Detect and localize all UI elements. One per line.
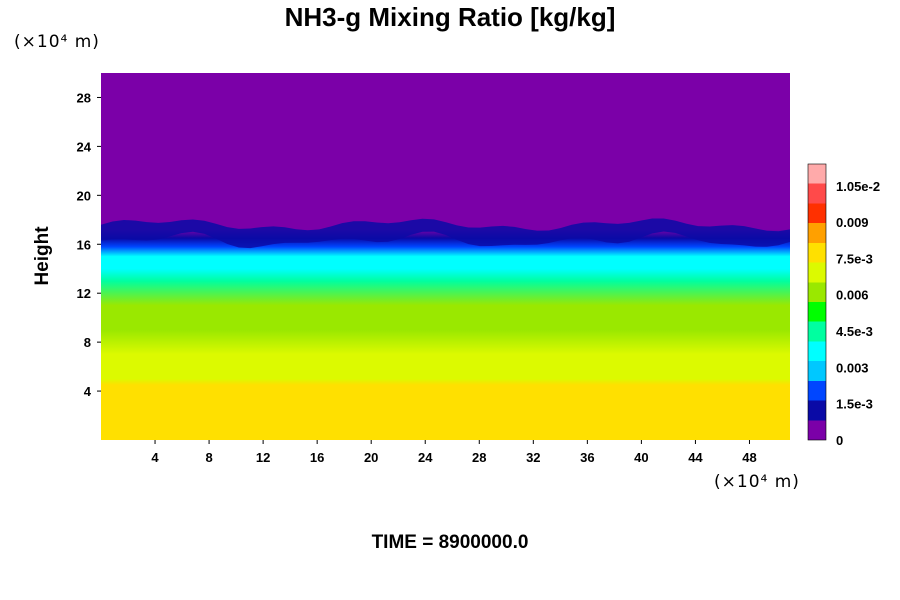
x-tick-label: 24 xyxy=(418,450,433,465)
y-tick-label: 16 xyxy=(77,237,91,252)
y-tick: 28 xyxy=(77,90,101,105)
colorbar-tick-label: 4.5e-3 xyxy=(836,324,873,339)
x-axis-unit: (×10⁴ m) xyxy=(714,472,800,492)
x-tick-label: 16 xyxy=(310,450,324,465)
x-tick-label: 28 xyxy=(472,450,486,465)
y-tick-label: 28 xyxy=(77,90,91,105)
boundary-layer-band xyxy=(101,218,790,249)
y-axis-ticks: 4 8 12 16 20 24 28 xyxy=(77,90,101,399)
y-tick: 24 xyxy=(77,139,101,154)
x-axis-ticks: 4 8 12 16 20 24 28 32 36 40 44 48 xyxy=(151,440,757,465)
x-tick: 24 xyxy=(418,440,433,465)
contour-field xyxy=(101,73,790,440)
colorbar-scale xyxy=(807,163,827,441)
x-tick: 12 xyxy=(256,440,270,465)
colorbar-tick-label: 1.5e-3 xyxy=(836,397,873,412)
y-tick: 4 xyxy=(84,384,101,399)
colorbar: 0 1.5e-3 0.003 4.5e-3 0.006 7.5e-3 0.009 1.05e-… xyxy=(807,163,880,448)
x-tick: 4 xyxy=(151,440,159,465)
x-tick: 40 xyxy=(634,440,649,465)
x-tick: 48 xyxy=(742,440,757,465)
x-tick-label: 40 xyxy=(634,450,648,465)
x-tick: 16 xyxy=(310,440,324,465)
colorbar-tick-label: 0.003 xyxy=(836,360,869,375)
x-tick-label: 8 xyxy=(205,450,212,465)
y-tick: 20 xyxy=(77,188,101,203)
y-tick: 8 xyxy=(84,335,101,350)
y-tick-label: 12 xyxy=(77,286,91,301)
x-tick: 36 xyxy=(580,440,595,465)
x-tick: 32 xyxy=(526,440,541,465)
x-tick-label: 12 xyxy=(256,450,270,465)
colorbar-tick-label: 7.5e-3 xyxy=(836,251,873,266)
chart-title: NH3-g Mixing Ratio [kg/kg] xyxy=(284,2,616,32)
time-annotation: TIME = 8900000.0 xyxy=(371,532,529,553)
y-tick: 12 xyxy=(77,286,101,301)
x-tick: 20 xyxy=(364,440,378,465)
colorbar-tick-label: 1.05e-2 xyxy=(836,179,880,194)
x-tick-label: 48 xyxy=(742,450,756,465)
x-tick: 8 xyxy=(205,440,213,465)
y-tick-label: 8 xyxy=(84,335,91,350)
x-tick-label: 36 xyxy=(580,450,594,465)
colorbar-tick-label: 0 xyxy=(836,433,843,448)
x-tick-label: 20 xyxy=(364,450,378,465)
colorbar-tick-label: 0.006 xyxy=(836,288,869,303)
colorbar-tick-label: 0.009 xyxy=(836,215,869,230)
x-tick: 28 xyxy=(472,440,487,465)
x-tick: 44 xyxy=(688,440,703,465)
y-tick-label: 4 xyxy=(84,384,92,399)
y-tick-label: 24 xyxy=(77,139,92,154)
y-axis-unit: (×10⁴ m) xyxy=(14,32,100,52)
plot-area xyxy=(101,73,790,440)
y-tick: 16 xyxy=(77,237,101,252)
x-tick-label: 44 xyxy=(688,450,703,465)
x-tick-label: 4 xyxy=(151,450,159,465)
x-tick-label: 32 xyxy=(526,450,540,465)
y-tick-label: 20 xyxy=(77,188,91,203)
